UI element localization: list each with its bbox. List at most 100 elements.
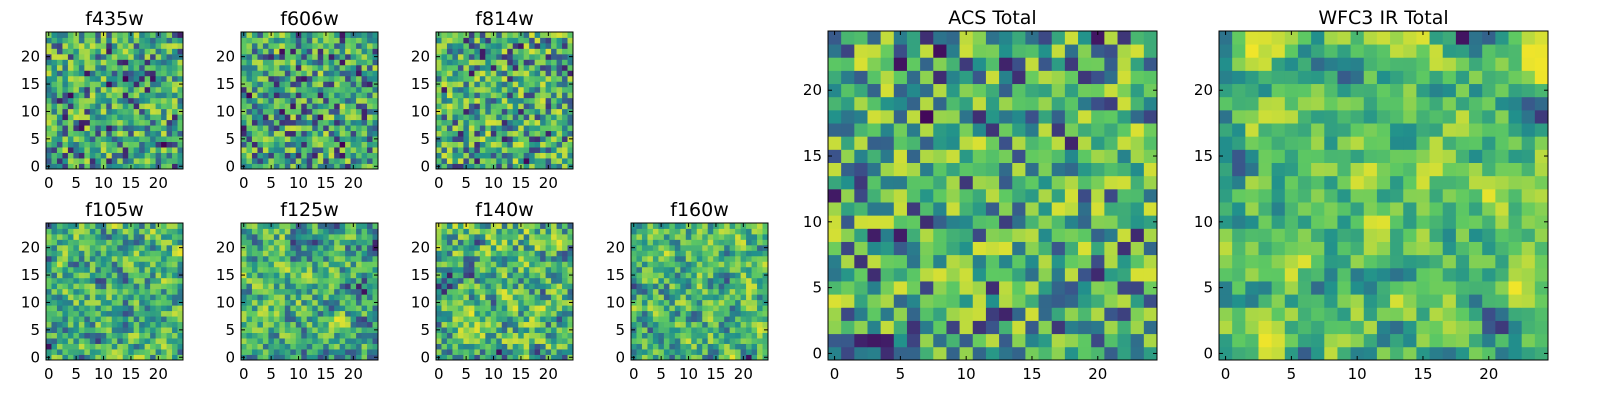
heatmap-cell [540, 321, 546, 328]
heatmap-cell [436, 103, 442, 110]
heatmap-cell [334, 294, 341, 301]
heatmap-cell [166, 255, 173, 262]
heatmap-cell [62, 261, 69, 268]
heatmap-cell [523, 310, 530, 317]
heatmap-cell [51, 32, 58, 38]
heatmap-cell [691, 223, 698, 229]
heatmap-cell [306, 255, 313, 262]
heatmap-cell [562, 136, 568, 142]
heatmap-cell [507, 288, 514, 295]
heatmap-cell [523, 283, 530, 290]
heatmap-cell [262, 272, 269, 279]
heatmap-cell [534, 130, 541, 137]
heatmap-cell [356, 250, 362, 257]
heatmap-cell [485, 152, 492, 159]
heatmap-cell [150, 92, 156, 99]
heatmap-cell [893, 254, 908, 269]
heatmap-cell [268, 283, 275, 290]
heatmap-cell [251, 288, 258, 295]
heatmap-cell [95, 261, 102, 268]
heatmap-cell [301, 108, 308, 115]
heatmap-cell [62, 272, 69, 279]
heatmap-cell [441, 321, 448, 328]
heatmap-cell [361, 321, 368, 328]
heatmap-cell [959, 281, 974, 295]
heatmap-cell [551, 266, 557, 273]
heatmap-cell [273, 125, 280, 132]
heatmap-cell [652, 327, 659, 333]
heatmap-cell [762, 266, 769, 273]
heatmap-cell [295, 228, 302, 235]
heatmap-cell [658, 310, 665, 317]
heatmap-cell [718, 223, 725, 229]
heatmap-cell [317, 97, 324, 104]
heatmap-cell [372, 349, 379, 355]
heatmap-cell [647, 305, 654, 312]
heatmap-cell [523, 294, 530, 301]
heatmap-cell [436, 283, 442, 290]
heatmap-cell [246, 70, 253, 77]
heatmap-cell [691, 233, 698, 240]
heatmap-cell [328, 277, 335, 284]
heatmap-cell [441, 294, 448, 301]
heatmap-cell [301, 163, 308, 170]
heatmap-cell [372, 130, 379, 137]
heatmap-cell [133, 288, 140, 295]
heatmap-cell [441, 283, 448, 290]
heatmap-cell [273, 32, 280, 38]
heatmap-cell [446, 64, 453, 71]
heatmap-cell [133, 53, 140, 60]
heatmap-cell [496, 53, 503, 60]
heatmap-cell [290, 332, 297, 339]
heatmap-cell [556, 92, 563, 99]
heatmap-cell [724, 228, 731, 235]
heatmap-cell [441, 48, 448, 55]
heatmap-cell [1104, 267, 1118, 282]
heatmap-cell [73, 81, 80, 88]
heatmap-cell [457, 233, 464, 240]
heatmap-cell [111, 223, 118, 229]
heatmap-cell [663, 310, 670, 317]
heatmap-cell [84, 147, 91, 153]
heatmap-cell [436, 349, 442, 355]
heatmap-cell [111, 130, 118, 137]
heatmap-cell [268, 250, 275, 257]
heatmap-cell [551, 59, 557, 66]
heatmap-cell [95, 32, 102, 38]
heatmap-cell [257, 316, 264, 323]
heatmap-cell [356, 136, 362, 142]
heatmap-cell [89, 86, 96, 93]
heatmap-cell [246, 86, 253, 93]
heatmap-cell [241, 158, 247, 164]
heatmap-cell [317, 250, 324, 257]
heatmap-cell [933, 162, 947, 177]
heatmap-cell [436, 332, 442, 339]
y-tick-label: 15 [216, 266, 235, 284]
heatmap-cell [290, 244, 297, 251]
heatmap-cell [735, 250, 741, 257]
heatmap-cell [507, 75, 514, 82]
heatmap-cell [496, 97, 503, 104]
heatmap-cell [959, 228, 974, 242]
heatmap-cell [1064, 175, 1079, 190]
heatmap-cell [284, 70, 291, 77]
heatmap-cell [545, 228, 552, 235]
heatmap-cell [246, 244, 253, 251]
heatmap-cell [133, 272, 140, 279]
heatmap-cell [100, 255, 107, 262]
heatmap-cell [452, 223, 459, 229]
heatmap-cell [999, 294, 1013, 308]
heatmap-cell [67, 70, 74, 77]
heatmap-cell [323, 343, 330, 350]
heatmap-cell [529, 244, 536, 251]
heatmap-cell [262, 59, 269, 66]
heatmap-cell [356, 223, 362, 229]
heatmap-cell [279, 119, 286, 126]
heatmap-cell [658, 294, 665, 301]
heatmap-cell [696, 288, 703, 295]
heatmap-cell [762, 316, 769, 323]
heatmap-cell [128, 136, 135, 142]
heatmap-cell [361, 163, 368, 170]
heatmap-cell [441, 354, 448, 361]
heatmap-cell [367, 42, 373, 49]
